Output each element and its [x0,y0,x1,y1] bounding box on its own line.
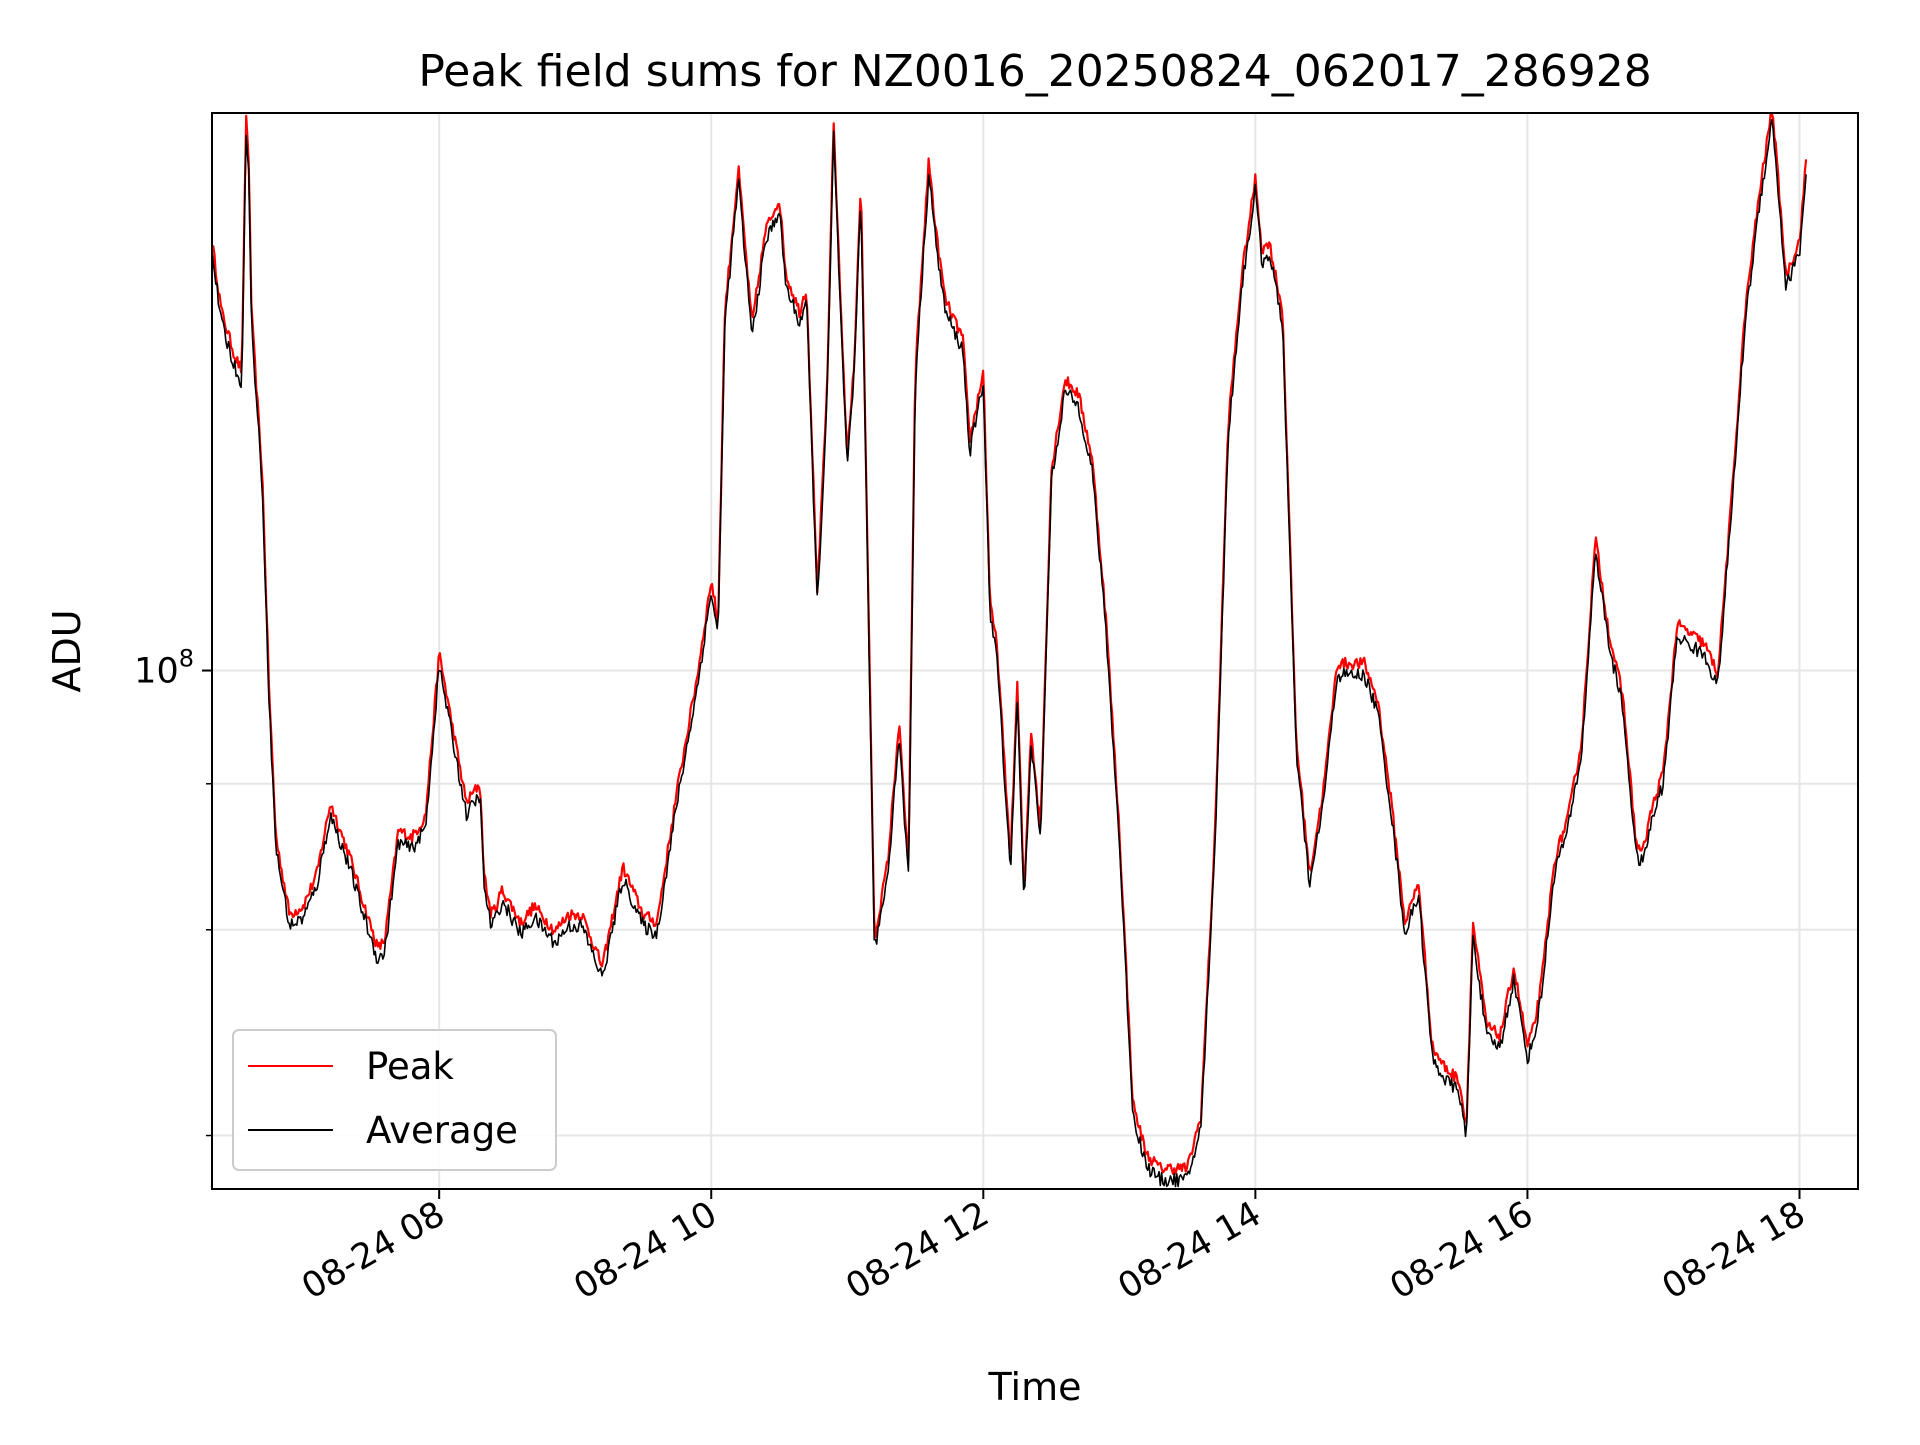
y-axis-label: ADU [45,609,89,692]
grid [212,113,1858,1189]
legend-label-average: Average [366,1109,518,1152]
y-tick-label: 108 [134,645,194,692]
x-axis-label: Time [988,1365,1082,1409]
x-tick-label: 08-24 08 [295,1194,451,1307]
x-tick-label: 08-24 10 [567,1194,723,1307]
series-line-peak [211,112,1808,1175]
series-line-average [211,118,1807,1188]
chart-title: Peak field sums for NZ0016_20250824_0620… [418,46,1651,97]
x-tick-label: 08-24 18 [1656,1194,1812,1307]
y-axis: 108 [134,645,212,1137]
series-lines [211,112,1808,1188]
x-tick-label: 08-24 14 [1112,1194,1268,1307]
legend-label-peak: Peak [366,1045,454,1088]
x-axis: 08-24 08 08-24 10 08-24 12 08-24 14 08-24 16… [295,1189,1812,1307]
plot-frame [211,112,1859,1190]
x-tick-label: 08-24 16 [1384,1194,1540,1307]
legend: Peak Average [232,1029,557,1171]
x-tick-label: 08-24 12 [840,1194,996,1307]
